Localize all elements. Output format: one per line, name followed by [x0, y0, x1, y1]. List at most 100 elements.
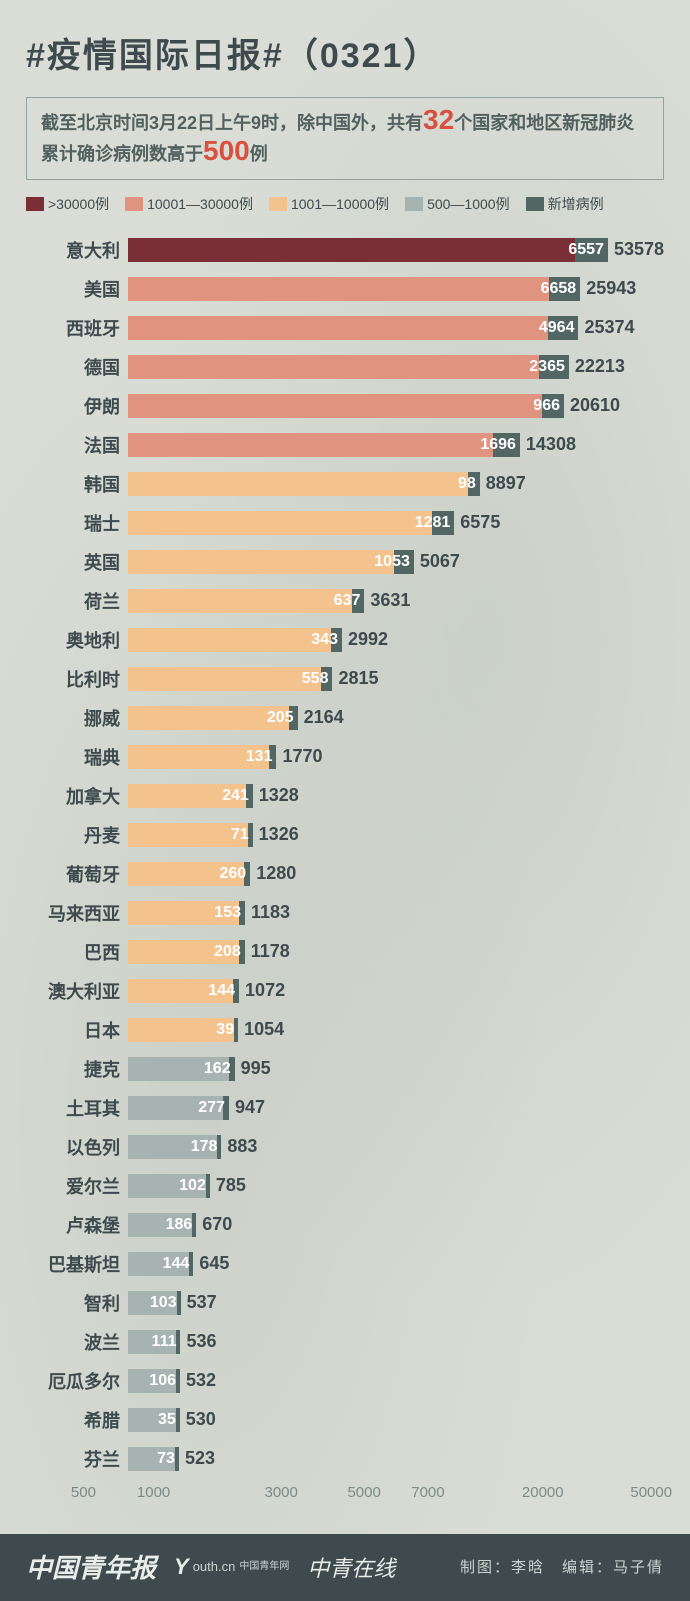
- bar-container: 2081178: [128, 940, 664, 964]
- total-value: 1280: [250, 863, 296, 884]
- legend-swatch: [526, 197, 544, 211]
- bar-container: 665825943: [128, 277, 664, 301]
- chart-row: 英国10535067: [26, 544, 664, 579]
- legend-item: 10001—30000例: [125, 194, 253, 214]
- chart-row: 爱尔兰102785: [26, 1168, 664, 1203]
- footer: 中国青年报 Youth.cn 中国青年网 中青在线 制图：李晗 编辑：马子倩: [0, 1534, 690, 1601]
- chart-row: 伊朗96620610: [26, 388, 664, 423]
- axis-tick: 50000: [630, 1484, 672, 1501]
- bar-total: 186: [128, 1213, 196, 1237]
- subtitle-box: 截至北京时间3月22日上午9时，除中国外，共有32个国家和地区新冠肺炎累计确诊病…: [26, 97, 664, 180]
- bar-container: 10535067: [128, 550, 664, 574]
- bar-new: 4964: [548, 316, 579, 340]
- footer-credits: 制图：李晗 编辑：马子倩: [460, 1556, 664, 1577]
- legend-item: 500—1000例: [405, 194, 510, 214]
- legend-swatch: [269, 197, 287, 211]
- total-value: 25374: [578, 317, 634, 338]
- chart-row: 奥地利3432992: [26, 622, 664, 657]
- bar-container: 988897: [128, 472, 664, 496]
- chart-row: 芬兰73523: [26, 1441, 664, 1476]
- bar-container: 496425374: [128, 316, 664, 340]
- bar-new: 558: [321, 667, 332, 691]
- country-name: 意大利: [26, 237, 128, 263]
- legend-label: 500—1000例: [427, 194, 510, 214]
- bar-total: 6557: [128, 238, 608, 262]
- bar-total: 71: [128, 823, 253, 847]
- country-name: 伊朗: [26, 393, 128, 419]
- chart-row: 智利103537: [26, 1285, 664, 1320]
- total-value: 785: [210, 1175, 246, 1196]
- bar-new: 186: [192, 1213, 196, 1237]
- chart-row: 美国665825943: [26, 271, 664, 306]
- legend-swatch: [405, 197, 423, 211]
- bar-total: 102: [128, 1174, 210, 1198]
- bar-new: 39: [234, 1018, 238, 1042]
- bar-new: 73: [175, 1447, 179, 1471]
- bar-total: 1696: [128, 433, 520, 457]
- legend-label: >30000例: [48, 194, 109, 214]
- bar-container: 73523: [128, 1447, 664, 1471]
- bar-container: 186670: [128, 1213, 664, 1237]
- total-value: 1178: [245, 941, 290, 962]
- bar-total: 1053: [128, 550, 414, 574]
- chart-row: 挪威2052164: [26, 700, 664, 735]
- bar-container: 2052164: [128, 706, 664, 730]
- country-name: 智利: [26, 1290, 128, 1316]
- axis-tick: 7000: [411, 1484, 444, 1501]
- bar-container: 2411328: [128, 784, 664, 808]
- country-name: 卢森堡: [26, 1212, 128, 1238]
- chart-row: 马来西亚1531183: [26, 895, 664, 930]
- bar-total: 260: [128, 862, 250, 886]
- total-value: 6575: [454, 512, 500, 533]
- x-axis: 50010003000500070002000050000: [26, 1484, 664, 1514]
- bar-new: 102: [206, 1174, 210, 1198]
- bar-total: 106: [128, 1369, 180, 1393]
- bar-container: 1441072: [128, 979, 664, 1003]
- legend-swatch: [125, 197, 143, 211]
- total-value: 537: [181, 1292, 217, 1313]
- bar-new: 1696: [493, 433, 520, 457]
- country-name: 澳大利亚: [26, 978, 128, 1004]
- bar-total: 144: [128, 1252, 193, 1276]
- bar-new: 277: [223, 1096, 229, 1120]
- bar-new: 162: [229, 1057, 234, 1081]
- total-value: 2815: [332, 668, 378, 689]
- chart-row: 日本391054: [26, 1012, 664, 1047]
- chart-row: 法国169614308: [26, 427, 664, 462]
- chart-row: 捷克162995: [26, 1051, 664, 1086]
- country-name: 韩国: [26, 471, 128, 497]
- chart-row: 加拿大2411328: [26, 778, 664, 813]
- country-name: 巴西: [26, 939, 128, 965]
- bar-new: 144: [233, 979, 239, 1003]
- chart-row: 葡萄牙2601280: [26, 856, 664, 891]
- chart-row: 澳大利亚1441072: [26, 973, 664, 1008]
- bar-total: 4964: [128, 316, 578, 340]
- country-name: 丹麦: [26, 822, 128, 848]
- country-name: 波兰: [26, 1329, 128, 1355]
- total-value: 3631: [364, 590, 410, 611]
- bar-new: 106: [176, 1369, 180, 1393]
- bar-total: 98: [128, 472, 480, 496]
- bar-container: 178883: [128, 1135, 664, 1159]
- total-value: 53578: [608, 239, 664, 260]
- subtitle-suffix: 例: [250, 144, 268, 164]
- chart-row: 德国236522213: [26, 349, 664, 384]
- total-value: 14308: [520, 434, 576, 455]
- bar-chart: 意大利655753578美国665825943西班牙496425374德国236…: [26, 232, 664, 1476]
- country-name: 葡萄牙: [26, 861, 128, 887]
- bar-new: 111: [176, 1330, 180, 1354]
- bar-total: 39: [128, 1018, 238, 1042]
- bar-container: 12816575: [128, 511, 664, 535]
- brand-zqzx: 中青在线: [307, 1551, 395, 1583]
- bar-total: 208: [128, 940, 245, 964]
- bar-new: 144: [189, 1252, 193, 1276]
- legend-item: >30000例: [26, 194, 109, 214]
- bar-container: 711326: [128, 823, 664, 847]
- bar-total: 178: [128, 1135, 221, 1159]
- bar-container: 1311770: [128, 745, 664, 769]
- legend-item: 1001—10000例: [269, 194, 389, 214]
- legend-swatch: [26, 197, 44, 211]
- bar-total: 1281: [128, 511, 454, 535]
- bar-new: 241: [246, 784, 252, 808]
- footer-brands: 中国青年报 Youth.cn 中国青年网 中青在线: [26, 1548, 395, 1585]
